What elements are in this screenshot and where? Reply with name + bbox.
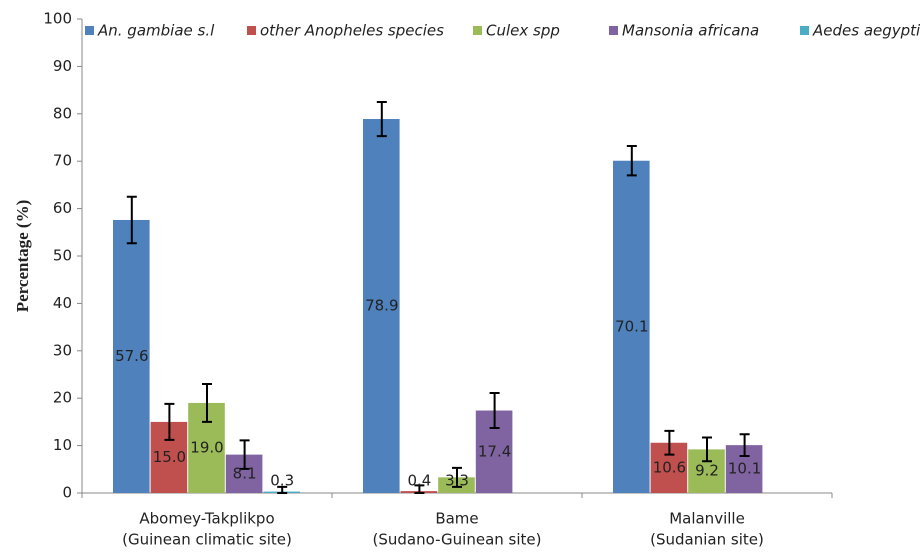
value-label: 78.9 [365,297,398,315]
y-tick-label: 60 [53,199,72,217]
bar [363,119,400,493]
legend-label: An. gambiae s.l [97,22,215,40]
x-tick-label: Malanville [669,510,745,528]
value-label: 8.1 [233,464,257,482]
legend-swatch [473,26,482,35]
value-label: 0.3 [270,472,294,490]
x-tick-label: Bame [435,510,478,528]
error-bar [202,382,212,423]
value-label: 70.1 [615,317,648,335]
legend-label: Aedes aegypti [812,22,921,40]
x-tick-label: (Sudano-Guinean site) [373,531,542,549]
y-tick-label: 40 [53,294,72,312]
bar [113,219,150,493]
y-tick-label: 70 [53,152,72,170]
legend-label: other Anopheles species [260,22,444,40]
error-bar [702,436,712,463]
y-tick-label: 90 [53,57,72,75]
value-label: 10.1 [728,460,761,478]
error-bar [626,145,637,177]
y-tick-label: 10 [53,436,72,454]
error-bar [414,484,425,494]
legend-swatch [247,26,256,35]
error-bar [239,439,250,470]
error-bar [489,391,500,430]
x-tick-label: (Sudanian site) [650,531,764,549]
legend-swatch [800,26,809,35]
error-bar [452,466,462,488]
y-axis-label: Percentage (%) [13,200,32,313]
error-bar [164,402,175,441]
bar [613,160,650,493]
value-label: 17.4 [478,442,511,460]
legend-swatch [609,26,618,35]
legend-label: Mansonia africana [622,22,759,40]
legend-label: Culex spp [486,22,560,40]
x-tick-label: (Guinean climatic site) [122,531,292,549]
y-tick-label: 80 [53,104,72,122]
value-label: 57.6 [115,347,148,365]
value-label: 0.4 [407,472,431,490]
value-label: 10.6 [653,458,686,476]
y-tick-label: 0 [62,484,72,502]
y-tick-label: 50 [53,247,72,265]
value-label: 19.0 [190,438,223,456]
value-label: 3.3 [445,472,469,490]
y-tick-label: 30 [53,341,72,359]
legend-swatch [85,26,94,35]
error-bar [277,485,288,494]
error-bar [664,429,675,456]
value-label: 9.2 [695,462,719,480]
error-bar [376,100,387,138]
value-label: 15.0 [153,448,186,466]
x-tick-label: Abomey-Takplikpo [139,510,274,528]
y-tick-label: 100 [43,10,72,28]
error-bar [126,195,137,245]
y-tick-label: 20 [53,389,72,407]
error-bar [739,433,750,458]
